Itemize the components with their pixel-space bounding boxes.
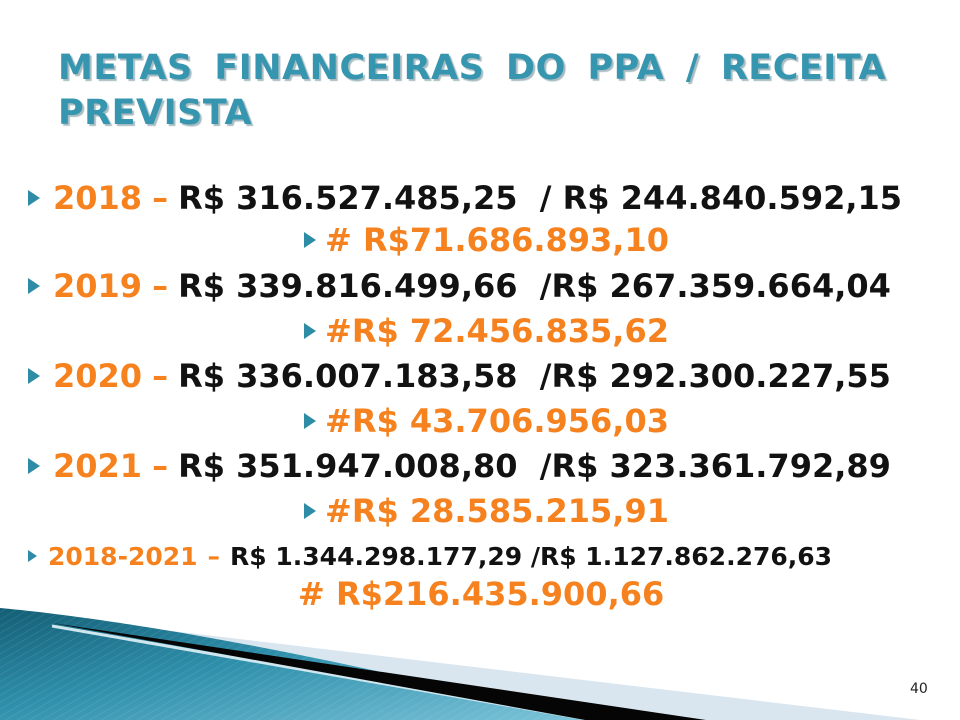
black-stripe-shape — [52, 623, 706, 720]
year-row-2021: 2021 – R$ 351.947.008,80 /R$ 323.361.792… — [28, 446, 891, 486]
year-row-2020: 2020 – R$ 336.007.183,58 /R$ 292.300.227… — [28, 356, 891, 396]
bullet-arrow-icon — [28, 368, 40, 384]
row-values: R$ 351.947.008,80 /R$ 323.361.792,89 — [178, 447, 891, 485]
dash-separator: – — [152, 357, 169, 395]
dash-separator: – — [152, 267, 169, 305]
dash-separator: – — [152, 179, 169, 217]
year-label: 2019 — [53, 267, 143, 305]
bullet-arrow-icon — [28, 458, 40, 474]
slide-title: METAS FINANCEIRAS DO PPA / RECEITA PREVI… — [58, 46, 914, 136]
year-label: 2020 — [53, 357, 143, 395]
bullet-arrow-icon — [28, 550, 37, 562]
slide-title-line-1: METAS FINANCEIRAS DO PPA / RECEITA — [58, 48, 887, 88]
sub-bullet-arrow-icon — [304, 503, 316, 519]
sub-amount: # R$216.435.900,66 — [298, 575, 665, 613]
sub-row-2020: #R$ 43.706.956,03 — [304, 401, 669, 441]
year-row-2019: 2019 – R$ 339.816.499,66 /R$ 267.359.664… — [28, 266, 891, 306]
footer-swoosh-graphic — [0, 608, 920, 720]
year-label: 2018-2021 — [48, 541, 198, 571]
sub-amount: #R$ 72.456.835,62 — [325, 312, 669, 350]
sub-bullet-arrow-icon — [304, 413, 316, 429]
sub-row-2019: #R$ 72.456.835,62 — [304, 311, 669, 351]
sub-row-2018: # R$71.686.893,10 — [304, 220, 669, 260]
year-row-2018: 2018 – R$ 316.527.485,25 / R$ 244.840.59… — [28, 178, 902, 218]
row-values: R$ 1.344.298.177,29 /R$ 1.127.862.276,63 — [230, 541, 833, 571]
row-values: R$ 339.816.499,66 /R$ 267.359.664,04 — [178, 267, 891, 305]
sub-amount: #R$ 28.585.215,91 — [325, 492, 669, 530]
sub-row-2021: #R$ 28.585.215,91 — [304, 491, 669, 531]
slide-title-line-2: PREVISTA — [58, 93, 253, 133]
dash-separator: – — [152, 447, 169, 485]
sub-amount: # R$71.686.893,10 — [325, 221, 669, 259]
year-row-total: 2018-2021 – R$ 1.344.298.177,29 /R$ 1.12… — [28, 538, 832, 574]
year-label: 2021 — [53, 447, 143, 485]
sub-bullet-arrow-icon — [304, 323, 316, 339]
sub-bullet-arrow-icon — [304, 232, 316, 248]
sub-row-total: # R$216.435.900,66 — [298, 574, 664, 614]
year-label: 2018 — [53, 179, 143, 217]
sub-amount: #R$ 43.706.956,03 — [325, 402, 669, 440]
row-values: R$ 316.527.485,25 / R$ 244.840.592,15 — [178, 179, 903, 217]
page-number: 40 — [910, 681, 928, 697]
row-values: R$ 336.007.183,58 /R$ 292.300.227,55 — [178, 357, 891, 395]
dash-separator: – — [207, 541, 221, 571]
bullet-arrow-icon — [28, 190, 40, 206]
bullet-arrow-icon — [28, 278, 40, 294]
